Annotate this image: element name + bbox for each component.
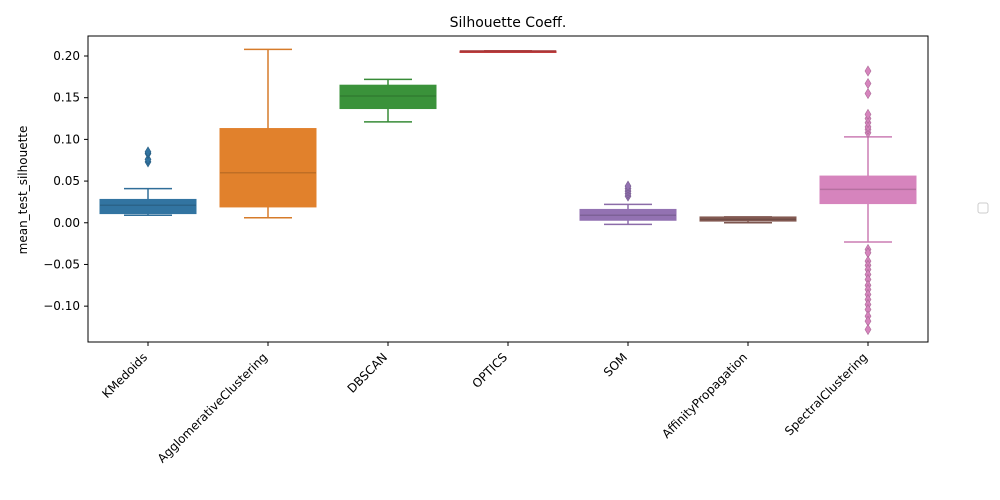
outlier-point (864, 108, 872, 120)
box-body (219, 128, 317, 208)
plot-frame (87, 35, 929, 343)
y-tick-label: 0.00 (53, 216, 80, 230)
y-tick-label: 0.20 (53, 49, 80, 63)
plot-area: −0.10 −0.05 0.00 0.05 0.10 0.15 0.20 KMedoids Ag… (43, 48, 917, 466)
y-tick-label: 0.10 (53, 132, 80, 146)
chart-title: Silhouette Coeff. (450, 15, 567, 31)
outlier-point (864, 77, 872, 90)
y-axis-label: mean_test_silhouette (16, 126, 30, 255)
outlier-point (864, 323, 872, 336)
x-tick-label: DBSCAN (345, 350, 391, 396)
outlier-point (144, 146, 152, 158)
box-body (339, 84, 437, 110)
outlier-point (864, 87, 872, 100)
x-tick-label: AffinityPropagation (659, 350, 750, 441)
x-tick-label: OPTICS (469, 350, 510, 391)
box-body (99, 198, 197, 215)
x-tick-label: SpectralClustering (782, 350, 870, 438)
y-tick-label: −0.10 (43, 299, 80, 313)
y-tick-label: 0.15 (53, 91, 80, 105)
y-tick-label: 0.05 (53, 174, 80, 188)
y-tick-label: −0.05 (43, 257, 80, 271)
outlier-point (624, 180, 632, 192)
x-tick-label: KMedoids (99, 350, 150, 401)
x-tick-label: SOM (601, 350, 630, 379)
outlier-point (144, 153, 152, 165)
legend-box (977, 202, 989, 214)
outlier-point (864, 65, 872, 77)
x-tick-label: AgglomerativeClustering (155, 350, 270, 465)
